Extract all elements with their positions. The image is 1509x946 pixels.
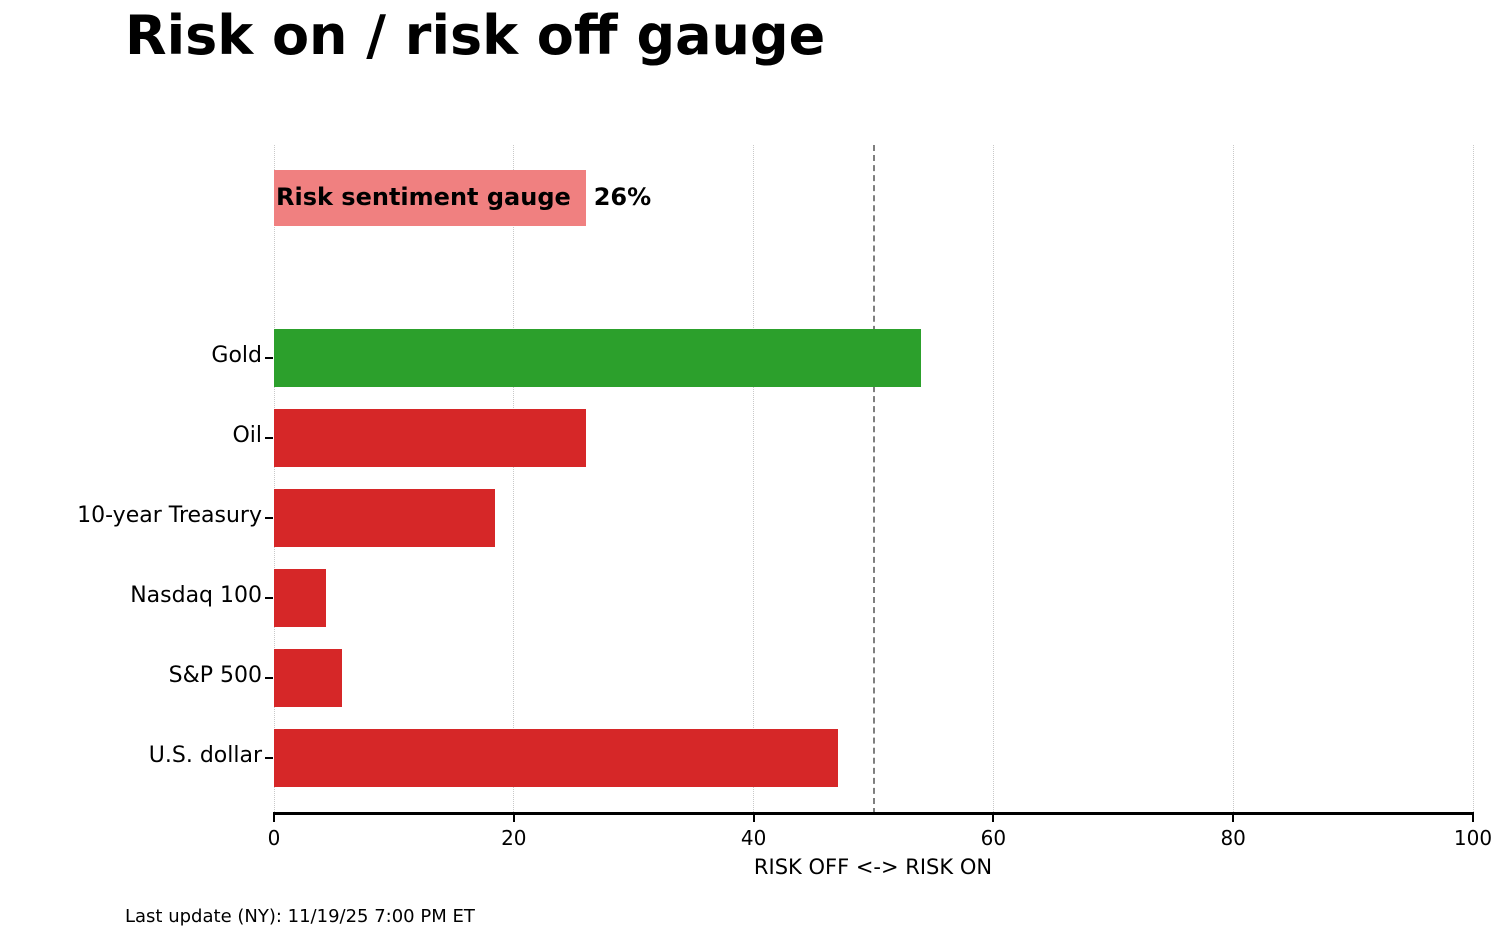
x-axis-label: RISK OFF <-> RISK ON [753, 855, 993, 879]
bar-s-p-500 [274, 649, 343, 707]
y-tick-mark [265, 437, 273, 439]
gauge-bar-label: Risk sentiment gauge [276, 183, 571, 211]
x-gridline [992, 145, 994, 814]
x-tick-label: 40 [740, 826, 767, 850]
x-gridline [513, 145, 515, 814]
x-tick-label: 0 [267, 826, 281, 850]
y-tick-mark [265, 517, 273, 519]
gauge-bar [274, 170, 586, 226]
y-tick-mark [265, 597, 273, 599]
category-label: S&P 500 [168, 663, 262, 688]
bar-nasdaq-100 [274, 569, 326, 627]
x-tick-mark [752, 814, 755, 822]
x-tick-label: 20 [501, 826, 527, 850]
x-gridline [273, 145, 275, 814]
y-tick-mark [265, 677, 273, 679]
chart-title: Risk on / risk off gauge [125, 4, 826, 67]
x-tick-label: 60 [980, 826, 1007, 850]
bar-gold [274, 329, 922, 387]
x-tick-label: 100 [1453, 826, 1493, 850]
x-gridline [1232, 145, 1234, 814]
x-tick-label: 80 [1220, 826, 1246, 850]
category-label: Gold [211, 343, 262, 368]
threshold-line-50 [872, 145, 875, 814]
x-gridline [1472, 145, 1474, 814]
y-tick-mark [265, 357, 273, 359]
x-tick-mark [1232, 814, 1235, 822]
category-label: Oil [232, 423, 262, 448]
bar-u-s-dollar [274, 729, 838, 787]
x-tick-mark [273, 814, 275, 822]
x-tick-mark [512, 814, 515, 822]
bar-10-year-treasury [274, 489, 495, 547]
x-gridline [753, 145, 755, 814]
y-tick-mark [265, 757, 273, 759]
x-tick-mark [992, 814, 995, 822]
x-axis-spine [273, 812, 1474, 815]
category-label: 10-year Treasury [77, 503, 262, 528]
bar-oil [274, 409, 586, 467]
x-tick-mark [1472, 814, 1474, 822]
category-label: U.S. dollar [148, 743, 262, 768]
category-label: Nasdaq 100 [130, 583, 262, 608]
gauge-value-label: 26% [593, 183, 652, 211]
last-update-text: Last update (NY): 11/19/25 7:00 PM ET [125, 906, 475, 927]
